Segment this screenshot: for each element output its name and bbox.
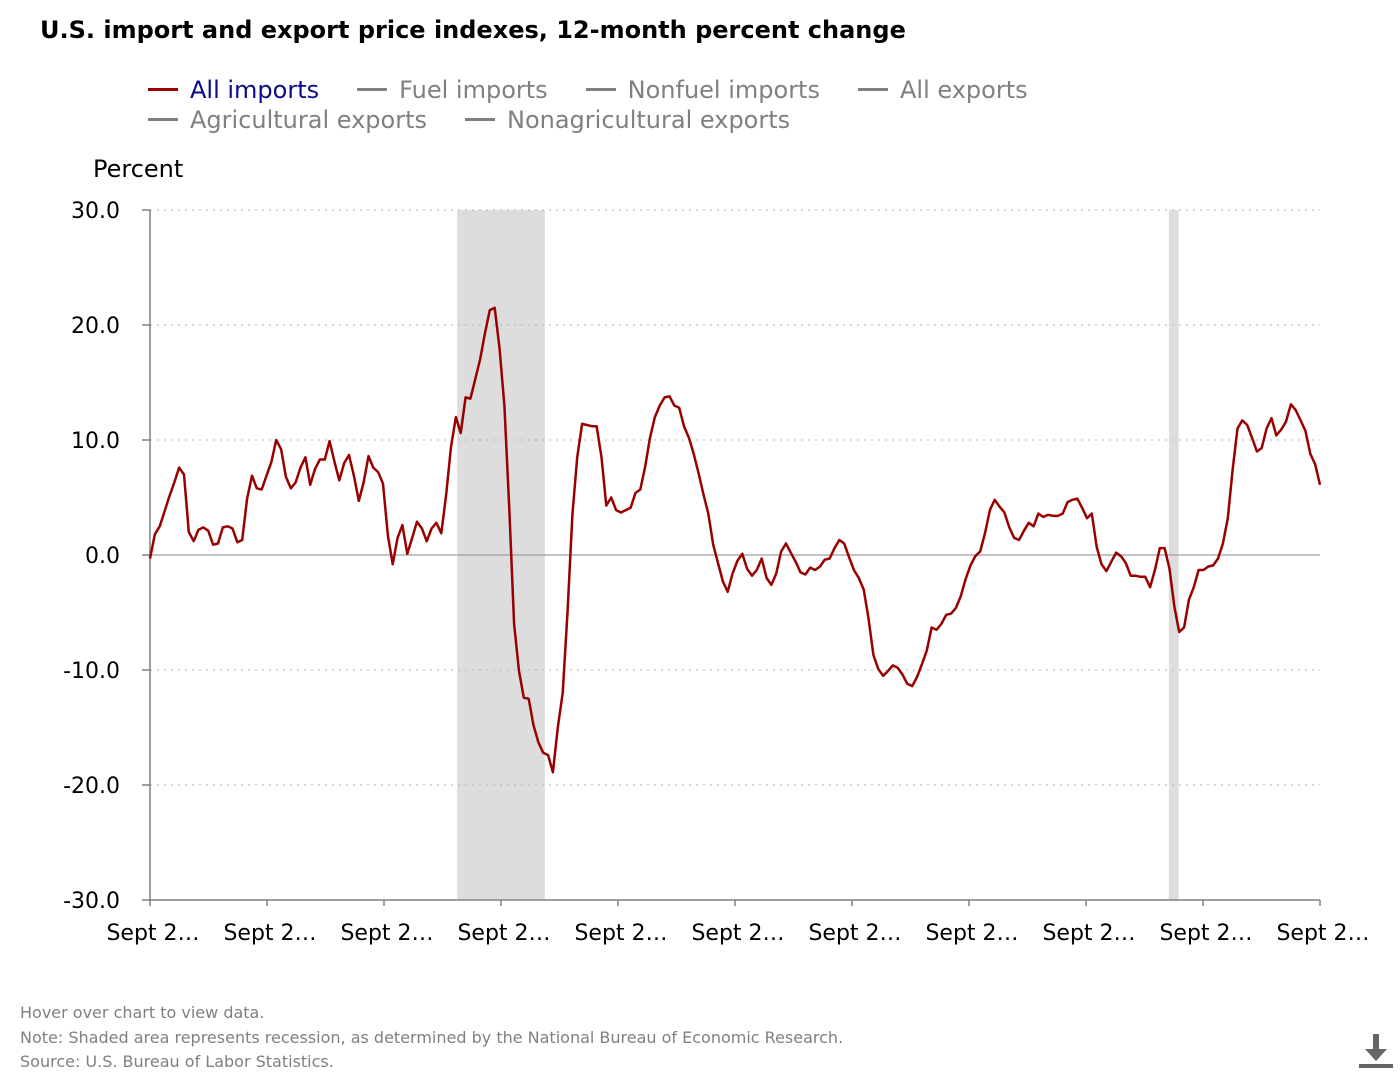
x-tick-label: Sept 2… [223,921,316,946]
x-tick-label: Sept 2… [808,921,901,946]
legend-swatch [148,87,178,91]
legend-item-nonagricultural-exports[interactable]: Nonagricultural exports [465,106,790,134]
x-tick-label: Sept 2… [1042,921,1135,946]
legend-label: All exports [899,76,1028,104]
series-line-all-imports[interactable] [148,306,1322,774]
x-tick-label: Sept 2… [925,921,1018,946]
legend-item-nonfuel-imports[interactable]: Nonfuel imports [585,76,820,104]
legend-swatch [357,87,388,91]
legend-label: Agricultural exports [190,106,427,134]
source-note: Source: U.S. Bureau of Labor Statistics. [20,1052,334,1071]
legend-swatch [465,117,495,121]
legend-row-1: All imports Fuel imports Nonfuel imports Al… [148,76,1148,106]
y-tick-label: -30.0 [63,889,120,914]
series-lines[interactable] [148,306,1322,774]
legend-swatch [857,87,888,91]
y-axis-label: Percent [93,155,184,183]
legend-row-2: Agricultural exports Nonagricultural expo… [148,106,1148,136]
legend-label: Fuel imports [399,76,548,104]
legend-item-fuel-imports[interactable]: Fuel imports [357,76,548,104]
y-tick-label: 20.0 [71,314,120,339]
x-tick-label: Sept 2… [574,921,667,946]
recession-note: Note: Shaded area represents recession, … [20,1028,844,1047]
y-tick-label: 30.0 [71,199,120,224]
line-chart[interactable]: 30.020.010.00.0-10.0-20.0-30.0 Sept 2… Se… [0,0,1400,980]
x-tick-label: Sept 2… [457,921,550,946]
x-tick-label: Sept 2… [691,921,784,946]
x-tick-label: Sept 2… [340,921,433,946]
chart-title: U.S. import and export price indexes, 12… [40,16,906,44]
x-tick-label: Sept 2… [1276,921,1369,946]
legend-swatch [148,117,178,121]
legend-label: Nonfuel imports [627,76,820,104]
legend-label: All imports [190,76,320,104]
legend-item-all-imports[interactable]: All imports [148,76,319,104]
x-tick-labels: Sept 2… Sept 2… Sept 2… Sept 2… Sept 2… Sept … [106,900,1370,946]
y-tick-label: -10.0 [63,659,120,684]
x-tick-label: Sept 2… [106,921,199,946]
legend-swatch [585,87,616,91]
download-icon[interactable] [1356,1030,1396,1070]
hover-hint: Hover over chart to view data. [20,1003,265,1022]
legend-label: Nonagricultural exports [507,106,791,134]
legend: All imports Fuel imports Nonfuel imports Al… [148,76,1148,136]
x-tick-label: Sept 2… [1159,921,1252,946]
y-tick-label: 0.0 [85,544,120,569]
y-tick-label: 10.0 [71,429,120,454]
grid-lines [150,209,1320,786]
y-tick-label: -20.0 [63,774,120,799]
y-tick-labels: 30.0 20.0 10.0 0.0 -10.0 -20.0 -30.0 [63,199,150,914]
legend-item-all-exports[interactable]: All exports [857,76,1028,104]
legend-item-agricultural-exports[interactable]: Agricultural exports [148,106,427,134]
